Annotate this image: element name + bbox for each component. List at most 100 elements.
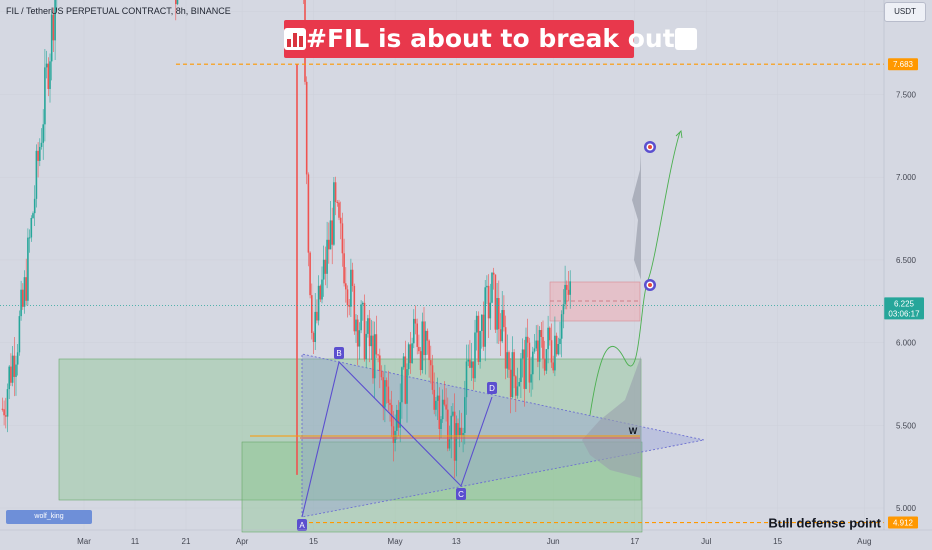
candle-body [511, 352, 514, 398]
candle-body [351, 269, 354, 286]
chart-zones [58, 150, 705, 533]
candle-body [47, 63, 50, 89]
candle-body [45, 63, 48, 68]
trending-up-icon [674, 28, 697, 50]
candle-body [450, 415, 452, 440]
candle-body [566, 284, 568, 290]
level-price-badge [888, 58, 918, 71]
candle-body [16, 352, 19, 365]
candle-body [394, 430, 396, 443]
candle-body [363, 302, 366, 360]
upper-volume-profile [632, 150, 641, 280]
currency-button[interactable]: USDT [884, 2, 926, 22]
candle-body [356, 319, 359, 347]
candle-body [35, 150, 38, 199]
candle-body [341, 223, 344, 254]
candle-body [479, 330, 481, 362]
candle-body [355, 319, 357, 332]
candle-body [569, 281, 571, 295]
candle-body [329, 220, 332, 250]
candle-body [564, 284, 566, 305]
chart-overlays: short defensive pointNeck line 2inflecti… [0, 63, 884, 531]
candle-body [475, 315, 478, 333]
candle-body [314, 311, 316, 343]
candle-body [554, 335, 556, 371]
candle-body [503, 310, 505, 328]
candle-body [532, 351, 534, 375]
candle-body [40, 142, 43, 147]
candle-body [379, 355, 381, 372]
candle-body [11, 355, 14, 383]
y-tick-label: 7.000 [896, 173, 917, 182]
candle-body [380, 371, 383, 378]
candle-body [525, 336, 527, 389]
candle-body [540, 330, 543, 338]
countdown-value: 03:06:17 [888, 309, 920, 318]
candle-body [401, 367, 403, 403]
candle-body [523, 349, 526, 389]
candle-body [460, 427, 463, 436]
candle-body [445, 404, 447, 410]
candle-body [39, 146, 41, 161]
candle-body [392, 426, 395, 443]
candle-body [397, 409, 400, 428]
candle-body [518, 382, 520, 387]
candle-body [399, 402, 401, 428]
candle-body [42, 124, 44, 143]
level-price-badge [888, 516, 918, 529]
pattern-point-badge [334, 347, 344, 359]
candle-body [552, 362, 554, 371]
candle-body [516, 386, 519, 396]
candle-body [520, 358, 522, 383]
candle-body [373, 334, 376, 379]
candle-body [447, 409, 449, 449]
y-tick-label: 5.500 [896, 421, 917, 430]
candle-body [549, 327, 551, 341]
candle-body [367, 318, 369, 334]
candle-body [331, 220, 333, 245]
candle-body [385, 380, 388, 387]
candle-body [472, 361, 475, 379]
x-tick-label: Aug [857, 537, 871, 546]
candle-body [350, 269, 352, 307]
candle-body [457, 423, 459, 436]
pattern-point-label: C [458, 490, 464, 499]
candle-body [52, 14, 55, 41]
candle-body [333, 182, 335, 245]
candle-body [324, 259, 327, 274]
level-label: Bull defense point [768, 516, 881, 531]
candle-body [321, 279, 323, 300]
candle-body [407, 344, 410, 370]
projected-arrow [675, 130, 683, 139]
candle-body [465, 361, 468, 398]
candle-body [389, 402, 391, 405]
candle-body [423, 321, 425, 356]
candle-body [370, 335, 373, 347]
candle-body [175, 0, 177, 5]
candle-body [387, 386, 390, 403]
x-tick-label: Mar [77, 537, 91, 546]
support-zone [58, 358, 642, 501]
projected-path [589, 131, 681, 416]
author-badge: wolf_king [6, 510, 92, 524]
candle-body [477, 315, 480, 362]
candle-body [452, 411, 454, 416]
candle-body [469, 359, 471, 368]
pattern-point-label: W [629, 426, 638, 436]
candle-body [3, 409, 5, 416]
candle-body [25, 277, 27, 301]
x-tick-label: 21 [182, 537, 191, 546]
candle-body [334, 182, 337, 203]
candle-body [404, 356, 407, 404]
candle-body [54, 0, 56, 41]
candle-body [49, 61, 51, 89]
candle-body [482, 314, 485, 347]
candle-body [309, 252, 311, 296]
candle-body [317, 285, 320, 321]
candle-body [560, 314, 563, 339]
candle-body [13, 355, 16, 377]
candle-body [15, 364, 17, 377]
candle-body [30, 217, 33, 238]
